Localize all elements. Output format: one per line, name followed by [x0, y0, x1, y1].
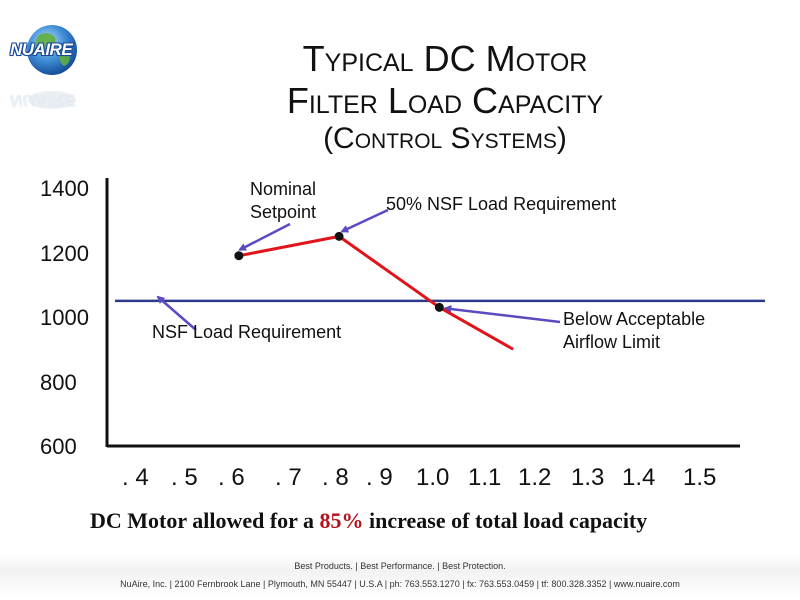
globe-icon — [27, 25, 77, 109]
chart-title-line2: Filter Load Capacity — [286, 80, 604, 121]
x-tick-label: . 4 — [122, 464, 149, 491]
footer-address: NuAire, Inc. | 2100 Fernbrook Lane | Ply… — [120, 579, 680, 589]
annotation-airflow-line2: Airflow Limit — [563, 332, 661, 352]
annotation-nsf-requirement: NSF Load Requirement — [152, 321, 341, 344]
y-tick-label: 1000 — [40, 305, 89, 330]
annotation-airflow-line1: Below Acceptable — [563, 309, 706, 329]
arrow-nominal-setpoint — [238, 222, 291, 251]
x-tick-label: . 8 — [322, 464, 349, 491]
annotation-nsf-line1: NSF Load Requirement — [152, 322, 342, 342]
arrow-50-nsf — [340, 208, 389, 233]
annotation-50-nsf-line1: 50% NSF Load Requirement — [386, 194, 617, 214]
annotation-nominal-line2: Setpoint — [250, 202, 317, 222]
annotation-nominal-line1: Nominal — [250, 179, 317, 199]
y-tick-label: 800 — [40, 369, 77, 395]
chart-title-line1: Typical DC Motor — [302, 38, 588, 79]
chart-subtitle: (Control Systems) — [323, 122, 567, 155]
footer-band — [0, 553, 800, 597]
caption-percent: 85% — [319, 508, 364, 533]
x-tick-label: 1.1 — [468, 464, 502, 491]
x-tick-label: 1.4 — [622, 464, 656, 491]
data-point-marker — [234, 251, 244, 261]
x-tick-label: 1.0 — [416, 464, 450, 491]
caption-text-before: DC Motor allowed for a — [90, 508, 320, 533]
y-tick-label: 1400 — [40, 176, 89, 201]
footer-slogan: Best Products. | Best Performance. | Bes… — [294, 561, 506, 571]
annotation-airflow-limit: Below Acceptable Airflow Limit — [563, 308, 705, 354]
data-point-marker — [434, 302, 444, 312]
arrow-airflow-limit — [443, 305, 561, 324]
series-segment — [438, 306, 514, 351]
y-tick-label: 600 — [40, 434, 77, 459]
x-tick-label: . 5 — [171, 464, 198, 491]
caption-text-after: increase of total load capacity — [363, 508, 648, 533]
nuaire-logo: NUAIRE NUAIRE — [8, 12, 94, 112]
series-segment — [238, 234, 340, 258]
caption: DC Motor allowed for a 85% increase of t… — [90, 508, 647, 534]
annotation-nominal-setpoint: Nominal Setpoint — [250, 178, 316, 224]
y-tick-label: 1200 — [40, 240, 89, 266]
logo-wordmark: NUAIRE — [10, 40, 73, 59]
x-tick-label: . 6 — [218, 464, 245, 491]
x-tick-label: . 9 — [366, 464, 393, 491]
x-tick-label: 1.5 — [683, 464, 717, 491]
data-point-marker — [334, 231, 344, 241]
x-tick-label: 1.2 — [518, 464, 552, 491]
arrow-nsf-requirement — [156, 295, 197, 331]
series-segment — [338, 235, 441, 309]
annotation-50-nsf: 50% NSF Load Requirement — [386, 193, 616, 216]
x-tick-label: 1.3 — [571, 464, 605, 491]
x-tick-label: . 7 — [275, 464, 302, 491]
